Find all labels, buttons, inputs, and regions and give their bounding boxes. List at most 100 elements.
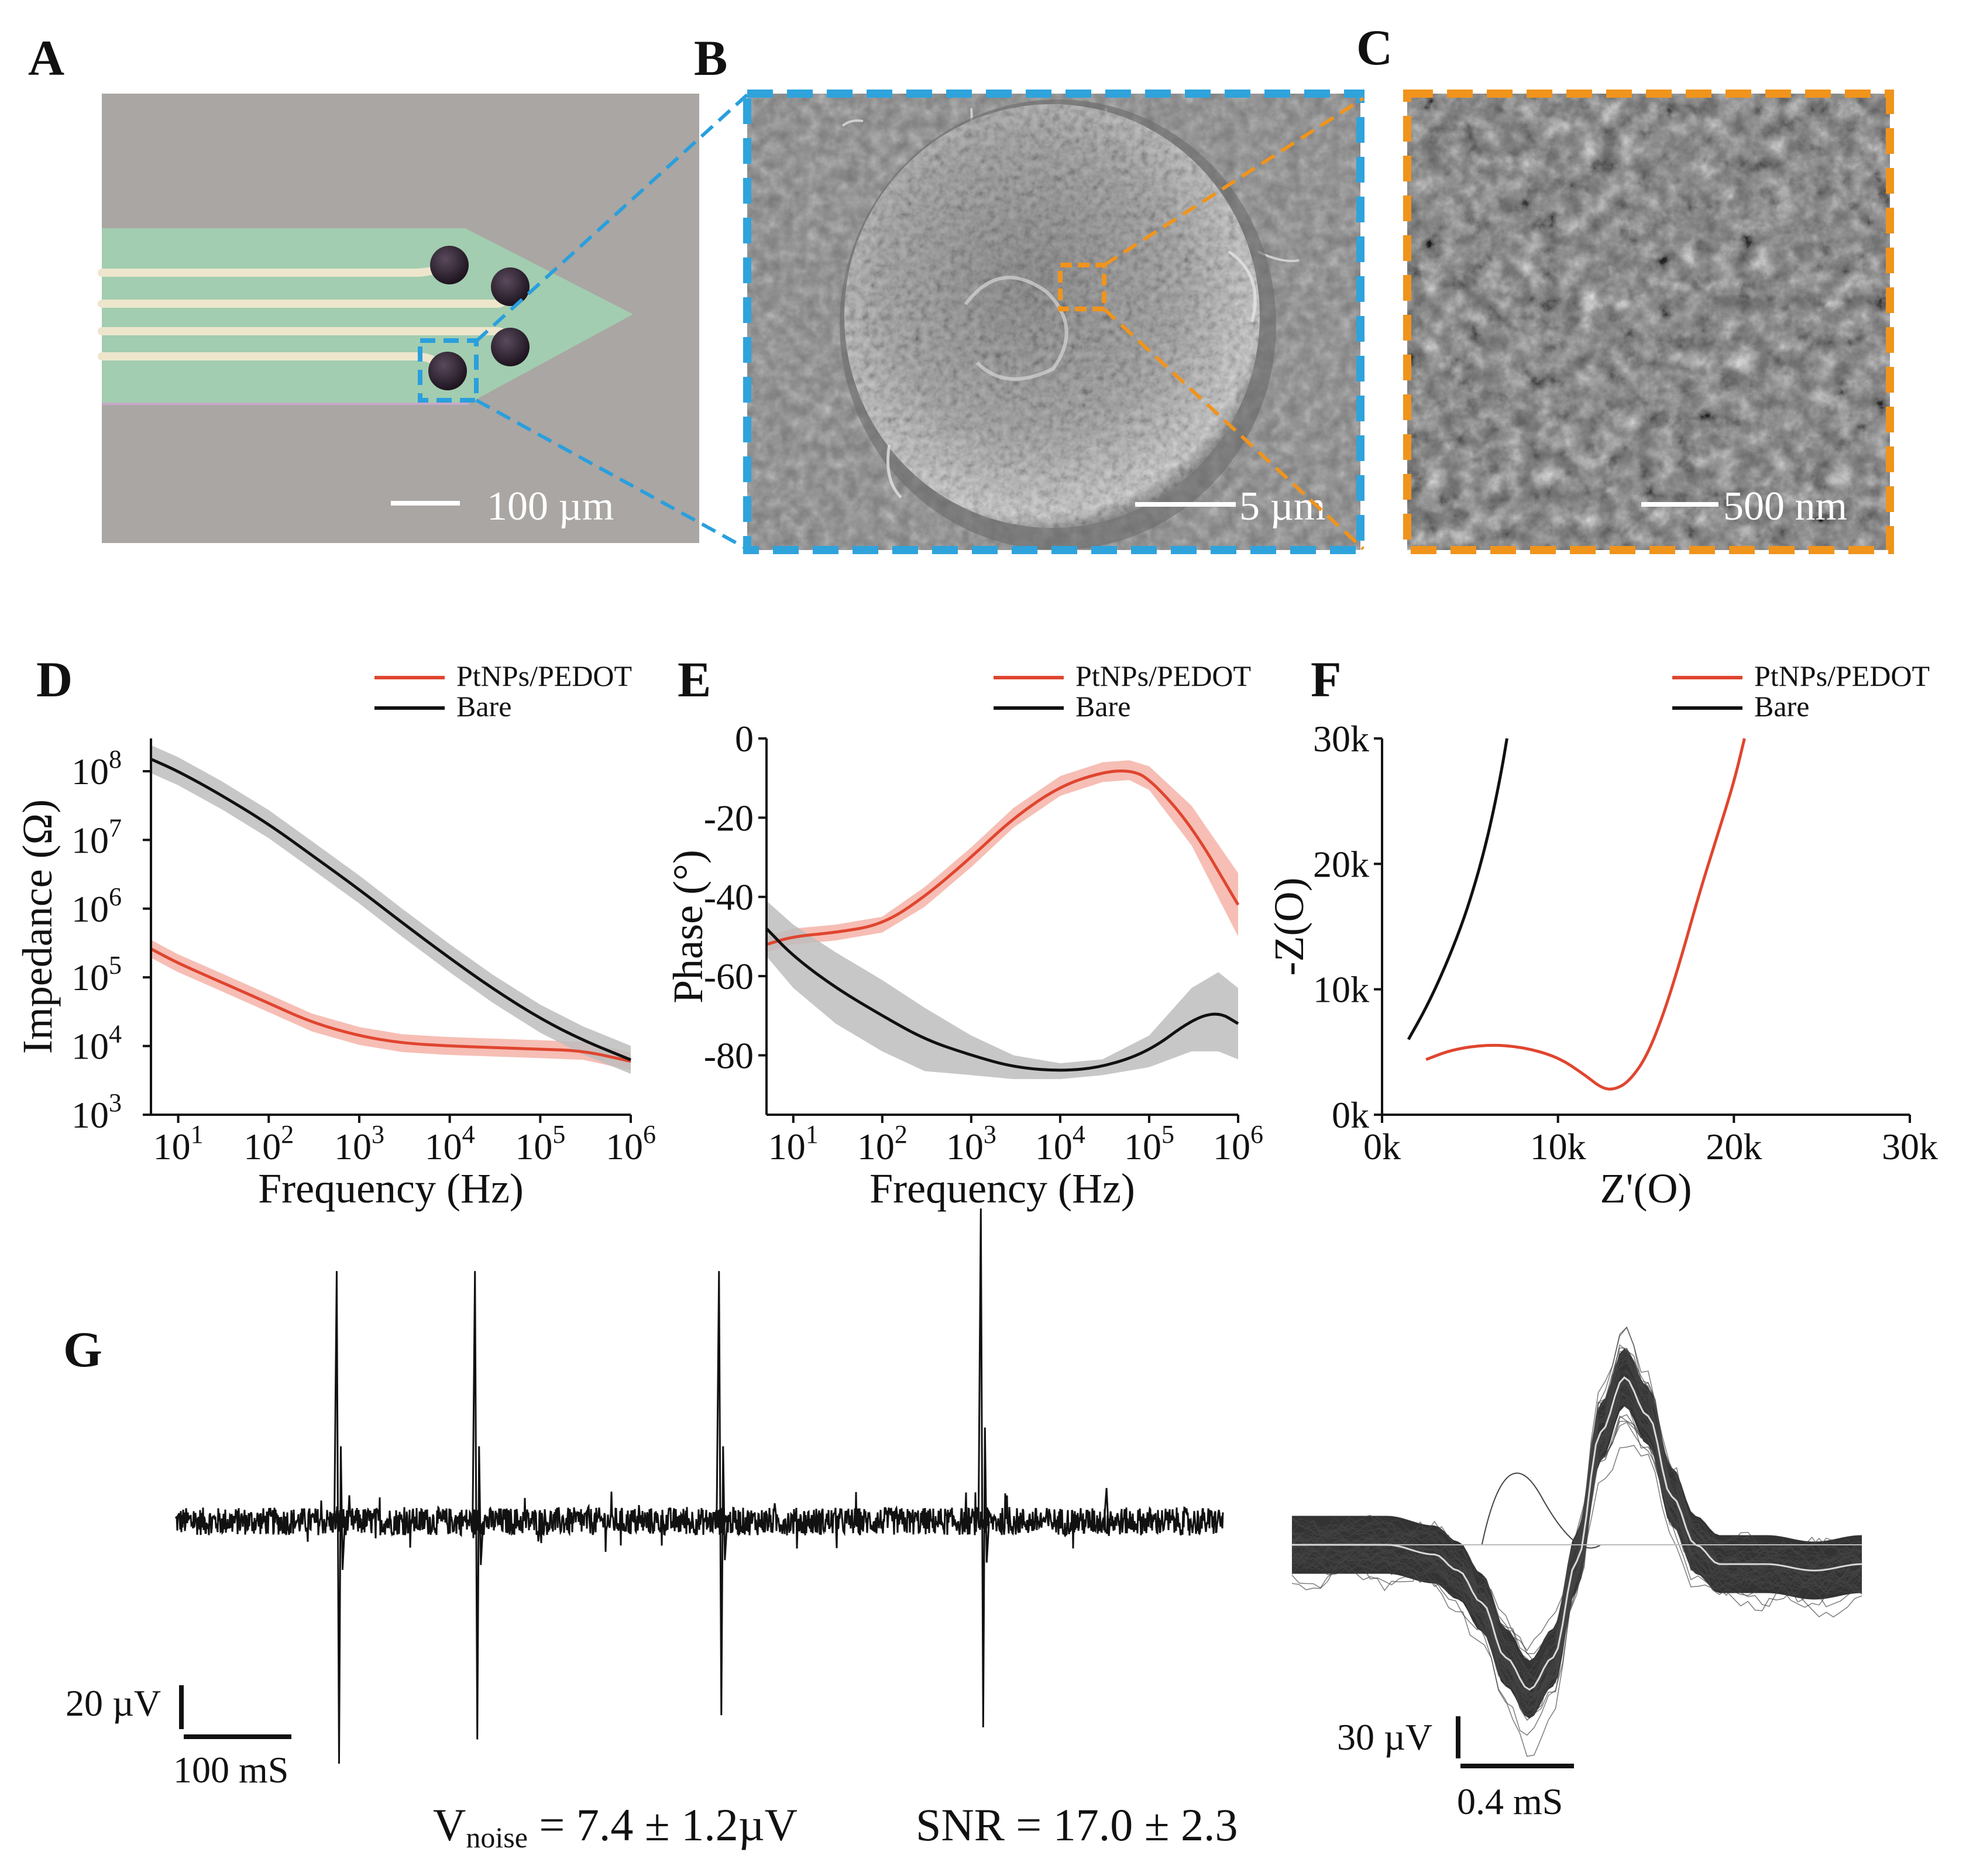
y-tick-label: 106 [71, 882, 122, 930]
legend-label: Bare [456, 690, 511, 723]
x-tick-label: 106 [606, 1120, 656, 1167]
x-tick-label: 104 [425, 1120, 475, 1167]
electrode-disc-sem [844, 104, 1260, 528]
scale-label-b: 5 µm [1239, 484, 1325, 529]
series-bare [765, 927, 1239, 1072]
waveform-trace [1291, 1360, 1862, 1679]
x-axis-label: Frequency (Hz) [258, 1165, 524, 1212]
waveform-trace [1291, 1401, 1862, 1700]
panel-g: 20 µV 100 mS 30 µV 0.4 mS Vnoise = 7.4 ±… [66, 1208, 1862, 1854]
zoom-box-b [1058, 263, 1106, 311]
spike [1103, 1487, 1116, 1536]
legend-label: Bare [1075, 690, 1130, 723]
y-tick-label: 103 [71, 1088, 122, 1136]
y-axis-label: Impedance (Ω) [14, 799, 61, 1054]
waveform-trace [1291, 1397, 1862, 1698]
snr-annotation: SNR = 17.0 ± 2.3 [916, 1799, 1238, 1850]
zoom-lines-ab [475, 93, 749, 551]
x-tick-label: 103 [334, 1120, 384, 1167]
waveform-trace [1291, 1326, 1862, 1702]
series-bare [150, 758, 631, 1061]
band-bare [151, 745, 631, 1074]
panel-b: B 5 µm [694, 30, 1364, 554]
band-ptnps-pedot [767, 760, 1238, 953]
x-tick-label: 10k [1530, 1126, 1586, 1167]
panel-a: A 100 µm [28, 30, 699, 543]
scale-label-a: 100 µm [487, 484, 614, 529]
spike [977, 1208, 990, 1727]
highlight-box [418, 338, 479, 403]
legend-label: Bare [1754, 690, 1809, 723]
chart-f-nyquist: 0k 10k 20k 30k 0k 10k 20k 30k Z'(O) -Z(O) PtNPs/PE… [1266, 659, 1938, 1212]
waveform-density [1292, 1348, 1862, 1719]
y-tick-label: -40 [704, 877, 754, 918]
series-ptnps-pedot [766, 769, 1240, 946]
spike [333, 1271, 346, 1764]
y-tick-label: 0 [735, 718, 754, 760]
scale-bar-b [1135, 502, 1236, 507]
y-tick-label: 20k [1313, 843, 1369, 885]
y-tick-label: 30k [1313, 718, 1369, 760]
legend-label: PtNPs/PEDOT [1754, 659, 1930, 692]
x-tick-label: 102 [857, 1120, 908, 1167]
panel-label-a: A [28, 30, 64, 86]
legend-label: PtNPs/PEDOT [1075, 659, 1251, 692]
x-tick-label: 30k [1882, 1126, 1938, 1167]
x-tick-label: 103 [946, 1120, 996, 1167]
scale-label-g-left-t: 100 mS [173, 1749, 288, 1791]
y-tick-label: -60 [704, 956, 754, 997]
sem-nanostructure [1407, 94, 1890, 550]
y-tick-label: -20 [704, 797, 754, 839]
panel-label-d: D [36, 651, 73, 707]
scale-bar-c [1641, 502, 1718, 507]
panel-label-f: F [1311, 651, 1342, 707]
frame-c [1403, 90, 1894, 554]
panel-label-g: G [63, 1321, 102, 1377]
waveform-trace [1291, 1415, 1862, 1697]
x-tick-label: 0k [1363, 1126, 1401, 1167]
recording-trace [174, 1208, 1224, 1764]
electrode-site-2 [491, 267, 530, 306]
scale-label-g-right-v: 30 µV [1337, 1716, 1432, 1758]
noise-trace [174, 1492, 1224, 1552]
chart-e-phase: 101 102 103 104 105 106 0 -20 -40 -60 -80 Frequency… [665, 659, 1263, 1212]
y-tick-label: 10k [1313, 969, 1369, 1011]
y-axis-label: -Z(O) [1266, 878, 1312, 976]
scale-label-g-left-v: 20 µV [66, 1682, 161, 1724]
electrode-site-1 [430, 246, 469, 284]
waveform-trace [1291, 1421, 1862, 1698]
panel-label-c: C [1356, 19, 1393, 75]
x-tick-label: 101 [153, 1120, 204, 1167]
waveform-trace [1291, 1369, 1862, 1736]
x-tick-label: 105 [1124, 1120, 1174, 1167]
spike-waveform-overlay [1291, 1326, 1862, 1757]
y-tick-label: 105 [71, 951, 122, 998]
waveform-trace [1291, 1327, 1862, 1699]
waveform-trace [1291, 1356, 1862, 1681]
waveform-trace [1291, 1370, 1862, 1663]
electrode-site-4 [428, 352, 467, 390]
x-axis-label: Frequency (Hz) [869, 1165, 1135, 1212]
y-tick-label: 0k [1332, 1094, 1369, 1136]
legend-label: PtNPs/PEDOT [456, 659, 632, 692]
y-tick-label: 108 [71, 745, 122, 792]
panel-label-e: E [678, 651, 711, 707]
x-tick-label: 104 [1035, 1120, 1085, 1167]
band-bare [767, 901, 1238, 1080]
y-tick-label: 107 [71, 813, 122, 861]
mean-waveform [1292, 1376, 1862, 1691]
band-ptnps-pedot [151, 940, 631, 1070]
electrode-site-3 [491, 328, 530, 366]
waveform-trace [1291, 1377, 1862, 1654]
y-tick-label: 104 [71, 1020, 122, 1067]
x-axis-label: Z'(O) [1600, 1165, 1692, 1212]
series-bare [1407, 738, 1508, 1040]
x-tick-label: 101 [768, 1120, 819, 1167]
spike [472, 1271, 484, 1740]
zoom-lines-bc [1102, 97, 1365, 551]
frame-b [743, 90, 1364, 554]
waveform-trace [1291, 1384, 1862, 1757]
noise-annotation: Vnoise = 7.4 ± 1.2µV [433, 1799, 798, 1854]
